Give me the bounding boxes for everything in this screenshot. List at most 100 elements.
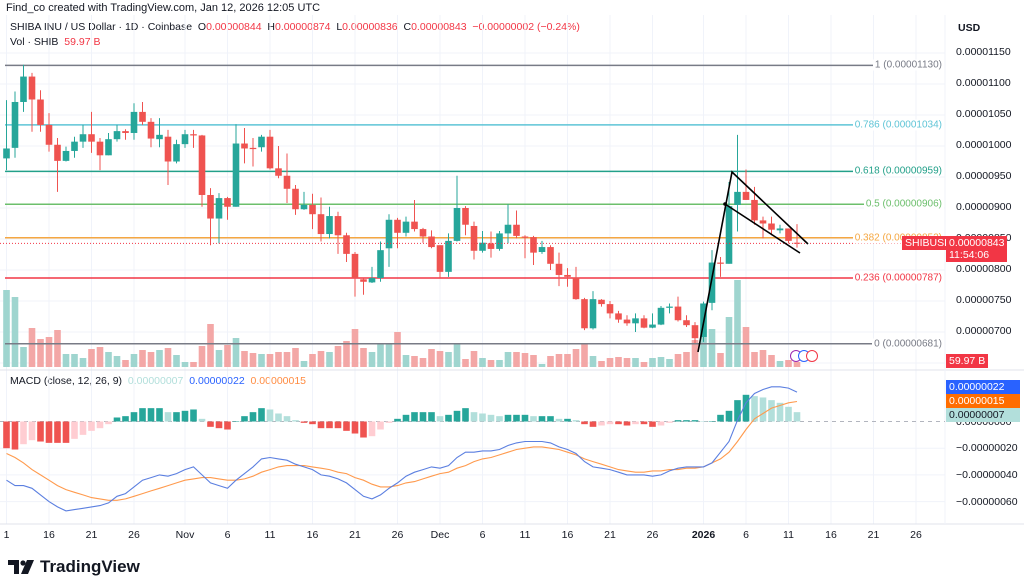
candle-body <box>275 168 282 176</box>
fib-level-label: 0.786 (0.00001034) <box>852 119 944 131</box>
tradingview-logo[interactable]: TradingView <box>8 557 140 577</box>
time-tick-label: 21 <box>867 529 880 541</box>
bar-countdown: 11:54:06 <box>949 249 990 262</box>
last-price-tag: 0.00000843 11:54:06 <box>946 236 1008 263</box>
macd-hist-bar <box>725 410 733 422</box>
macd-hist-bar <box>742 394 750 422</box>
last-price-value: 0.00000843 <box>949 237 1005 250</box>
candle-body <box>708 262 716 303</box>
volume-tag: 59.97 B <box>946 354 989 368</box>
candle-body <box>768 223 775 230</box>
volume-bar <box>419 358 427 367</box>
volume-bar <box>623 358 631 367</box>
candle-body <box>649 324 656 328</box>
volume-bar <box>589 356 597 367</box>
candle-body <box>453 208 461 241</box>
close-value: 0.00000843 <box>411 21 467 33</box>
price-tick-label: 0.00000950 <box>956 170 1012 182</box>
candle-body <box>411 221 418 230</box>
macd-signal-value: 0.00000015 <box>250 375 307 387</box>
macd-hist-bar <box>130 412 138 422</box>
volume-bar <box>79 358 87 367</box>
symbol-legend[interactable]: SHIBA INU / US Dollar · 1D · Coinbase O0… <box>10 21 580 33</box>
macd-hist-bar <box>156 408 163 422</box>
volume-bar <box>360 348 367 367</box>
macd-legend[interactable]: MACD (close, 12, 26, 9) 0.00000007 0.000… <box>10 375 306 387</box>
chart-credit: Find_co created with TradingView.com, Ja… <box>6 2 321 14</box>
candle-body <box>105 139 112 156</box>
volume-bar <box>453 343 461 367</box>
macd-hist-bar <box>139 408 146 422</box>
candle-body <box>215 198 223 219</box>
volume-bar <box>105 352 112 367</box>
time-tick-label: 11 <box>519 529 531 541</box>
volume-bar <box>147 352 155 367</box>
time-tick-label: 26 <box>646 529 659 541</box>
volume-bar <box>71 354 78 367</box>
price-tick-label: 0.00000750 <box>956 294 1012 306</box>
volume-bar <box>793 362 801 367</box>
volume-bar <box>445 352 452 367</box>
time-tick-label: 16 <box>306 529 319 541</box>
volume-bar <box>742 327 750 367</box>
macd-hist-bar <box>385 421 393 423</box>
volume-bar <box>394 332 401 367</box>
candle-body <box>292 188 299 210</box>
macd-hist-bar <box>572 420 580 422</box>
tradingview-logo-icon <box>8 560 34 574</box>
candle-body <box>419 229 427 237</box>
candle-body <box>317 214 325 235</box>
volume-bar <box>198 346 206 367</box>
macd-hist-bar <box>734 400 741 422</box>
candle-body <box>793 242 801 244</box>
macd-hist-bar <box>394 418 401 422</box>
time-tick-label: 6 <box>743 529 749 541</box>
candle-body <box>11 101 19 148</box>
candle-body <box>96 141 104 156</box>
macd-hist-bar <box>54 421 61 443</box>
candle-body <box>249 147 257 150</box>
volume-bar <box>96 347 104 367</box>
time-tick-label: 16 <box>561 529 574 541</box>
candle-body <box>79 134 87 142</box>
volume-bar <box>657 357 665 367</box>
candle-body <box>538 247 546 253</box>
volume-bar <box>411 356 418 367</box>
time-tick-label: Dec <box>430 529 450 541</box>
macd-hist-bar <box>615 421 622 425</box>
volume-bar <box>683 352 690 367</box>
macd-hist-bar <box>343 421 350 431</box>
volume-bar <box>564 354 571 367</box>
macd-hist-bar <box>258 408 265 422</box>
candle-body <box>122 131 129 133</box>
volume-bar <box>759 350 767 367</box>
bull-flag-drawing <box>697 170 809 353</box>
candle-body <box>258 136 265 148</box>
macd-hist-value: 0.00000007 <box>127 375 184 387</box>
candle-body <box>742 191 750 200</box>
macd-hist-bar <box>292 420 299 422</box>
macd-hist-bar <box>113 417 121 422</box>
macd-signal-line <box>6 400 798 501</box>
macd-hist-bar <box>428 412 435 422</box>
candle-body <box>173 144 180 162</box>
macd-hist-bar <box>224 421 231 430</box>
low-label: L <box>336 21 343 33</box>
volume-bar <box>224 345 231 367</box>
macd-tick-label: −0.00000020 <box>956 442 1018 455</box>
candle-body <box>615 313 622 320</box>
time-tick-label: 26 <box>128 529 140 541</box>
volume-bar <box>181 362 189 367</box>
flag-pole-upper-line <box>697 170 809 353</box>
macd-hist-bar <box>453 410 461 422</box>
volume-bar <box>343 341 350 367</box>
macd-hist-bar <box>164 412 172 422</box>
candle-body <box>224 198 231 207</box>
price-tick-label: 0.00000800 <box>956 263 1012 275</box>
candle-body <box>190 134 197 136</box>
price-tick-label: 0.00001100 <box>956 77 1011 89</box>
macd-hist-bar <box>700 421 707 422</box>
macd-hist-bar <box>521 414 529 422</box>
macd-hist-bar <box>122 416 129 422</box>
